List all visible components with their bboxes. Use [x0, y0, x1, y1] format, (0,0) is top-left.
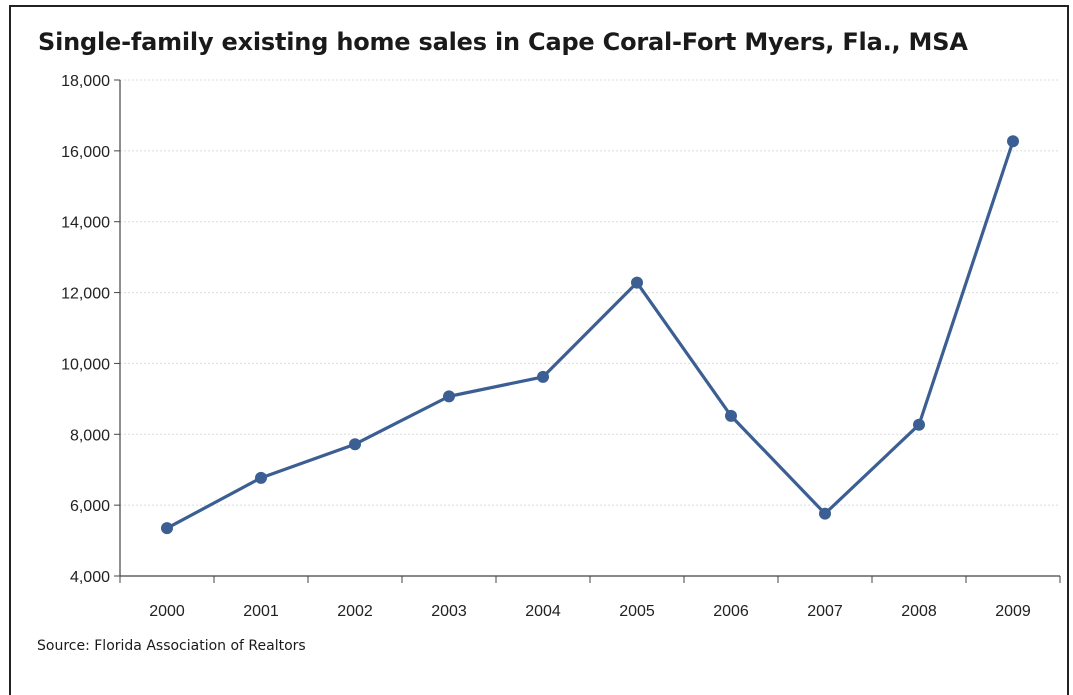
data-point: [1007, 135, 1019, 148]
y-tick-label: 10,000: [61, 356, 110, 373]
gridlines: [120, 79, 1060, 506]
data-point: [443, 390, 455, 403]
chart-frame: [9, 5, 1069, 695]
x-tick-label: 2001: [243, 603, 279, 620]
x-tick-label: 2008: [901, 603, 937, 620]
data-point: [349, 438, 361, 451]
x-tick-label: 2004: [525, 603, 561, 620]
data-point: [161, 522, 173, 535]
data-point: [537, 370, 549, 383]
y-tick-label: 12,000: [61, 286, 110, 303]
series-line: [166, 140, 1015, 530]
data-point: [255, 471, 267, 484]
x-tick-label: 2009: [995, 603, 1031, 620]
y-tick-label: 14,000: [61, 215, 110, 232]
chart-title: Single-family existing home sales in Cap…: [38, 28, 968, 56]
y-axis-ticks: 4,000 6,000 8,000 10,000 12,000 14,000 16,000 1…: [61, 73, 120, 586]
x-tick-label: 2007: [807, 603, 843, 620]
x-tick-label: 2006: [713, 603, 749, 620]
data-point: [631, 276, 643, 289]
x-tick-label: 2005: [619, 603, 655, 620]
y-tick-label: 4,000: [70, 569, 110, 586]
y-tick-label: 16,000: [61, 144, 110, 161]
series-group: [161, 135, 1019, 535]
x-tick-label: 2002: [337, 603, 373, 620]
y-tick-label: 8,000: [70, 427, 110, 444]
x-axis-ticks: 2000 2001 2002 2003 2004 2005 2006 2007 2008 2009: [119, 576, 1061, 620]
y-tick-label: 6,000: [70, 498, 110, 515]
data-point: [819, 507, 831, 520]
x-tick-label: 2003: [431, 603, 467, 620]
y-tick-label: 18,000: [61, 73, 110, 90]
data-point: [725, 409, 737, 422]
x-tick-label: 2000: [149, 603, 185, 620]
source-note: Source: Florida Association of Realtors: [37, 638, 306, 654]
data-point: [913, 418, 925, 431]
line-chart: 4,000 6,000 8,000 10,000 12,000 14,000 16,000 1…: [61, 73, 1061, 620]
